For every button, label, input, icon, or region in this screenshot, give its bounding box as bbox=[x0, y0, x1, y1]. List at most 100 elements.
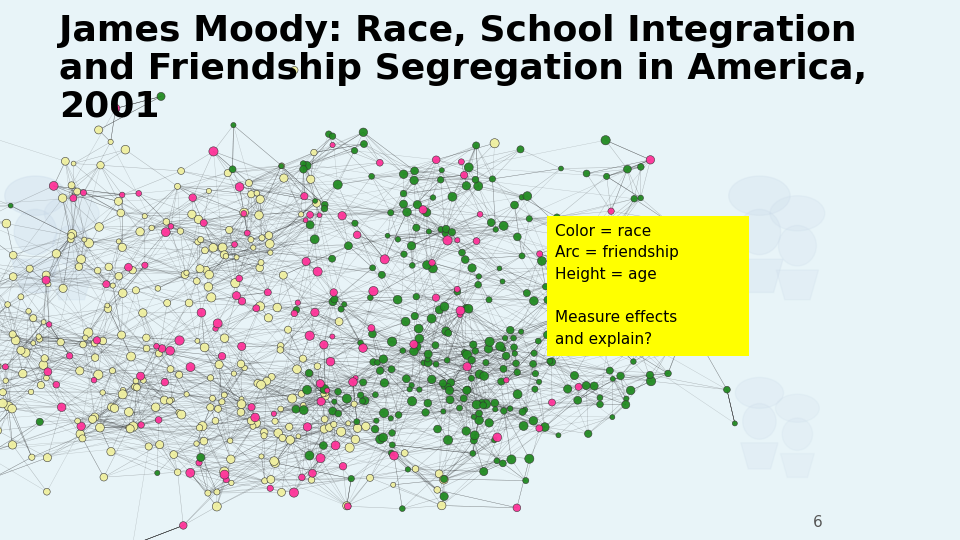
Point bbox=[341, 241, 356, 250]
Point bbox=[243, 235, 258, 244]
Point bbox=[41, 320, 57, 329]
Point bbox=[196, 219, 211, 227]
Point bbox=[398, 374, 414, 383]
Point bbox=[0, 284, 2, 293]
Point bbox=[179, 268, 194, 277]
Point bbox=[307, 235, 323, 244]
Point bbox=[214, 397, 229, 406]
Point bbox=[429, 485, 444, 494]
Point bbox=[540, 295, 555, 304]
Point bbox=[40, 367, 56, 376]
Point bbox=[340, 502, 355, 511]
Point bbox=[228, 253, 244, 262]
Point bbox=[193, 453, 208, 462]
Point bbox=[115, 386, 131, 395]
Point bbox=[496, 221, 512, 230]
Point bbox=[141, 442, 156, 451]
Point bbox=[458, 255, 473, 264]
Point bbox=[472, 370, 488, 379]
Point bbox=[519, 192, 535, 200]
Point bbox=[39, 454, 55, 462]
Point bbox=[516, 422, 531, 430]
Point bbox=[306, 148, 322, 157]
Point bbox=[466, 449, 481, 458]
Point bbox=[154, 92, 169, 101]
Point bbox=[276, 174, 292, 183]
Point bbox=[549, 315, 564, 323]
Point bbox=[71, 262, 86, 271]
Point bbox=[551, 431, 566, 440]
Point bbox=[34, 381, 49, 389]
Point bbox=[421, 227, 437, 236]
Point bbox=[411, 325, 426, 333]
Point bbox=[0, 310, 3, 319]
Point bbox=[574, 308, 589, 317]
Point bbox=[521, 455, 537, 463]
Point bbox=[372, 435, 388, 444]
Point bbox=[565, 236, 581, 245]
Point bbox=[137, 261, 153, 269]
Point bbox=[249, 304, 264, 313]
Point bbox=[244, 403, 259, 411]
Point bbox=[547, 217, 563, 225]
Point bbox=[111, 237, 127, 246]
Point bbox=[220, 169, 235, 178]
Point bbox=[137, 212, 153, 220]
Point bbox=[298, 216, 313, 225]
Point bbox=[377, 255, 393, 264]
Point bbox=[498, 376, 514, 384]
Point bbox=[101, 262, 116, 271]
Point bbox=[612, 372, 628, 380]
Point bbox=[604, 207, 619, 215]
Point bbox=[87, 353, 103, 362]
Point bbox=[0, 362, 5, 370]
Point bbox=[62, 352, 78, 360]
Point bbox=[335, 462, 350, 470]
Point bbox=[348, 219, 363, 227]
Point bbox=[471, 272, 487, 281]
Point bbox=[362, 474, 377, 482]
Point bbox=[268, 458, 283, 467]
Point bbox=[31, 332, 46, 341]
Point bbox=[549, 213, 564, 221]
Point bbox=[300, 423, 315, 431]
Point bbox=[104, 403, 119, 411]
Point bbox=[90, 370, 106, 379]
Point bbox=[425, 264, 441, 273]
Point bbox=[605, 235, 620, 244]
Point bbox=[555, 293, 570, 301]
Point bbox=[0, 388, 11, 396]
Point bbox=[275, 434, 290, 442]
Point bbox=[528, 369, 543, 378]
Point bbox=[719, 386, 734, 394]
Point bbox=[580, 264, 595, 272]
Point bbox=[366, 287, 381, 295]
Point bbox=[642, 370, 658, 379]
Point bbox=[320, 386, 335, 395]
Point bbox=[150, 284, 165, 293]
Point bbox=[106, 281, 121, 290]
Point bbox=[433, 225, 448, 234]
Point bbox=[326, 420, 342, 429]
Point bbox=[205, 147, 221, 156]
Point bbox=[95, 336, 110, 345]
Point bbox=[317, 385, 332, 394]
Point bbox=[434, 501, 449, 510]
Point bbox=[250, 379, 265, 388]
Point bbox=[74, 255, 89, 264]
Point bbox=[301, 451, 317, 460]
Point bbox=[296, 159, 311, 168]
Point bbox=[81, 328, 96, 337]
Point bbox=[197, 343, 212, 352]
Point bbox=[375, 355, 391, 363]
Point bbox=[170, 182, 185, 191]
Point bbox=[70, 417, 85, 426]
Point bbox=[334, 212, 349, 220]
Point bbox=[40, 280, 56, 288]
Point bbox=[355, 344, 371, 353]
Point bbox=[460, 362, 475, 371]
Point bbox=[118, 145, 133, 154]
Point bbox=[108, 104, 123, 113]
Point bbox=[123, 424, 138, 433]
Point bbox=[331, 318, 347, 326]
